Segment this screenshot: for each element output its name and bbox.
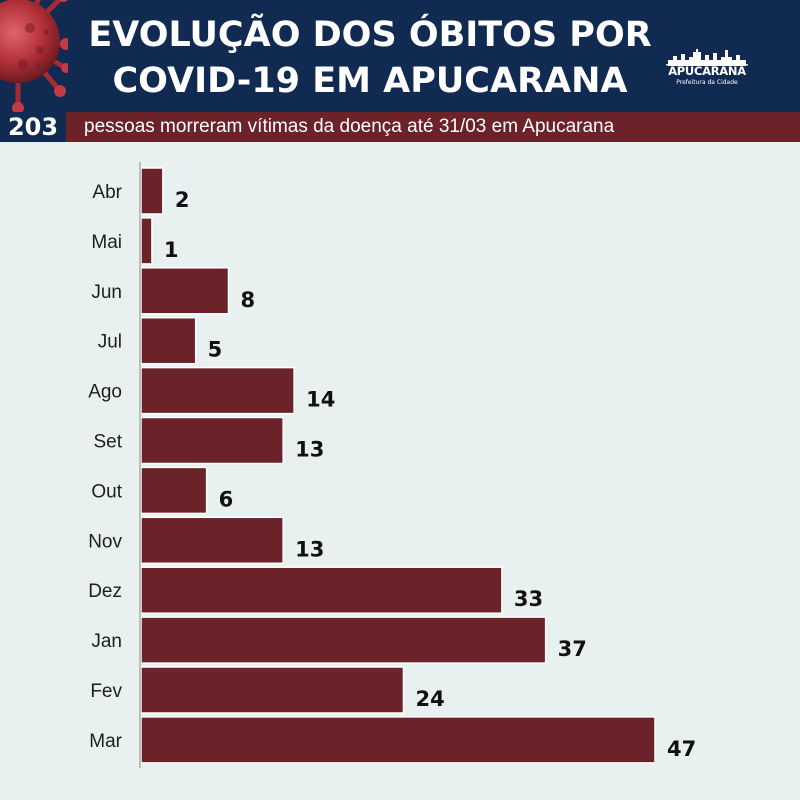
bar-ago bbox=[140, 366, 295, 415]
value-label-mar: 47 bbox=[667, 737, 696, 761]
value-label-ago: 14 bbox=[306, 388, 335, 412]
page-title: EVOLUÇÃO DOS ÓBITOS POR COVID-19 EM APUC… bbox=[70, 12, 670, 104]
bar-abr bbox=[140, 167, 164, 215]
bar-jun bbox=[140, 267, 230, 315]
title-line-2: COVID-19 EM APUCARANA bbox=[112, 61, 628, 101]
category-label-set: Set bbox=[93, 432, 122, 453]
category-label-nov: Nov bbox=[88, 531, 122, 552]
logo-subtitle: Prefeitura da Cidade bbox=[676, 79, 738, 86]
category-label-out: Out bbox=[91, 481, 122, 502]
category-label-mai: Mai bbox=[91, 232, 122, 253]
title-line-1: EVOLUÇÃO DOS ÓBITOS POR bbox=[88, 15, 652, 55]
category-label-ago: Ago bbox=[88, 382, 122, 403]
logo-name: APUCARANA bbox=[668, 64, 746, 78]
value-label-nov: 13 bbox=[295, 537, 324, 561]
value-label-abr: 2 bbox=[175, 188, 190, 212]
value-label-dez: 33 bbox=[514, 587, 543, 611]
apucarana-logo: APUCARANA Prefeitura da Cidade bbox=[664, 46, 750, 90]
category-label-abr: Abr bbox=[92, 182, 122, 203]
bar-mar bbox=[140, 716, 656, 764]
bar-jan bbox=[140, 616, 547, 664]
value-label-jun: 8 bbox=[240, 288, 255, 312]
bar-nov bbox=[140, 516, 284, 565]
bars-group: Abr 2 Mai 1 Jun 8 Jul 5 Ago 14 Set 13 Out 6 Nov 13 Dez 33… bbox=[88, 167, 696, 764]
value-label-mai: 1 bbox=[164, 238, 179, 262]
bar-mai bbox=[140, 217, 153, 265]
category-label-fev: Fev bbox=[90, 681, 122, 702]
summary-bar bbox=[0, 112, 800, 142]
bar-out bbox=[140, 466, 208, 515]
value-label-fev: 24 bbox=[415, 687, 444, 711]
deaths-bar-chart: Abr 2 Mai 1 Jun 8 Jul 5 Ago 14 Set 13 Out 6 Nov 13 Dez 33… bbox=[88, 162, 696, 768]
category-label-jul: Jul bbox=[98, 332, 122, 353]
category-label-jan: Jan bbox=[91, 631, 122, 652]
total-deaths-badge: 203 bbox=[0, 112, 66, 142]
bar-dez bbox=[140, 566, 503, 614]
city-skyline-icon bbox=[665, 49, 749, 66]
bar-set bbox=[140, 416, 284, 465]
header-banner: EVOLUÇÃO DOS ÓBITOS POR COVID-19 EM APUC… bbox=[0, 0, 800, 114]
category-label-dez: Dez bbox=[88, 581, 122, 602]
value-label-jul: 5 bbox=[208, 338, 223, 362]
bar-jul bbox=[140, 316, 197, 365]
bar-fev bbox=[140, 666, 405, 714]
value-label-set: 13 bbox=[295, 438, 324, 462]
coronavirus-icon bbox=[0, 0, 68, 114]
summary-text: pessoas morreram vítimas da doença até 3… bbox=[84, 116, 615, 137]
category-label-mar: Mar bbox=[89, 731, 122, 752]
value-label-jan: 37 bbox=[558, 637, 587, 661]
value-label-out: 6 bbox=[219, 487, 234, 511]
category-label-jun: Jun bbox=[91, 282, 122, 303]
